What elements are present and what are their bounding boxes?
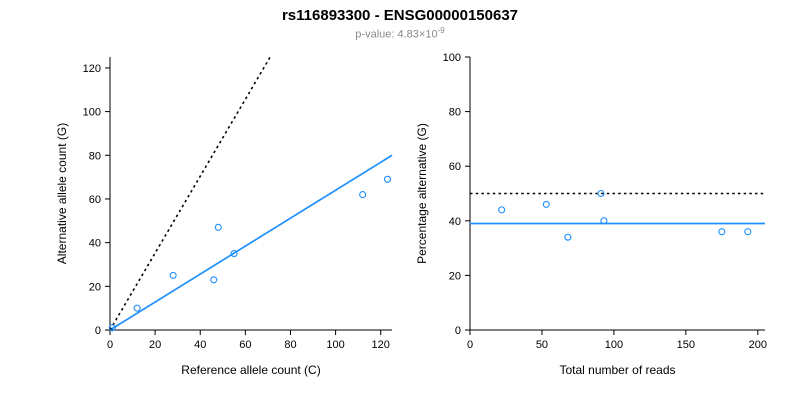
x-tick-label: 0 bbox=[107, 339, 113, 351]
right-scatter-plot: 0 50 100 150 200 0 20 40 60 80 100 Total number of … bbox=[415, 52, 767, 377]
data-point bbox=[744, 228, 752, 236]
x-axis-label: Total number of reads bbox=[559, 363, 675, 377]
expected-ratio-line bbox=[109, 56, 271, 331]
data-point bbox=[718, 228, 726, 236]
y-tick-label: 100 bbox=[443, 52, 461, 64]
x-tick-label: 0 bbox=[467, 339, 473, 351]
y-tick-label: 20 bbox=[449, 270, 461, 282]
data-point bbox=[230, 250, 238, 258]
x-tick-label: 150 bbox=[677, 339, 695, 351]
y-tick-label: 100 bbox=[83, 107, 101, 119]
plot-subtitle: p-value: 4.83×10-9 bbox=[0, 26, 800, 41]
data-point bbox=[383, 175, 392, 183]
y-tick-label: 0 bbox=[95, 325, 101, 337]
data-point bbox=[564, 233, 572, 241]
x-tick-label: 100 bbox=[605, 339, 623, 351]
y-tick-label: 60 bbox=[449, 161, 461, 173]
x-tick-label: 120 bbox=[372, 339, 390, 351]
x-tick-label: 60 bbox=[239, 339, 251, 351]
fit-line bbox=[109, 154, 393, 331]
plot-title: rs116893300 - ENSG00000150637 bbox=[281, 7, 519, 24]
data-point bbox=[169, 271, 177, 279]
data-point bbox=[108, 324, 116, 332]
y-tick-label: 60 bbox=[89, 194, 101, 206]
x-tick-label: 20 bbox=[149, 339, 161, 351]
y-axis-label: Percentage alternative (G) bbox=[415, 123, 429, 264]
y-tick-label: 0 bbox=[455, 325, 461, 337]
y-tick-label: 80 bbox=[449, 107, 461, 119]
y-tick-label: 80 bbox=[89, 150, 101, 162]
x-tick-label: 50 bbox=[536, 339, 548, 351]
pvalue-mantissa: 4.83×10 bbox=[397, 28, 438, 41]
data-point bbox=[542, 200, 550, 208]
y-tick-label: 20 bbox=[89, 281, 101, 293]
x-axis-label: Reference allele count (C) bbox=[181, 363, 320, 377]
pvalue-prefix: p-value: bbox=[355, 28, 398, 41]
x-tick-label: 80 bbox=[284, 339, 296, 351]
data-point bbox=[600, 217, 608, 225]
data-point bbox=[498, 206, 506, 214]
data-point bbox=[597, 189, 605, 198]
data-point bbox=[214, 223, 222, 231]
y-tick-label: 40 bbox=[89, 238, 101, 250]
x-tick-label: 200 bbox=[749, 339, 767, 351]
x-tick-label: 100 bbox=[326, 339, 344, 351]
y-axis-label: Alternative allele count (G) bbox=[55, 123, 69, 264]
data-point bbox=[133, 304, 141, 312]
y-tick-label: 120 bbox=[83, 63, 101, 75]
x-tick-label: 40 bbox=[194, 339, 206, 351]
pvalue-exponent: -9 bbox=[437, 26, 445, 35]
data-point bbox=[359, 191, 367, 199]
left-scatter-plot: 0 20 40 60 80 100 120 0 20 40 60 80 100 120 Reference … bbox=[55, 56, 393, 377]
y-tick-label: 40 bbox=[449, 216, 461, 228]
data-point bbox=[210, 276, 218, 284]
